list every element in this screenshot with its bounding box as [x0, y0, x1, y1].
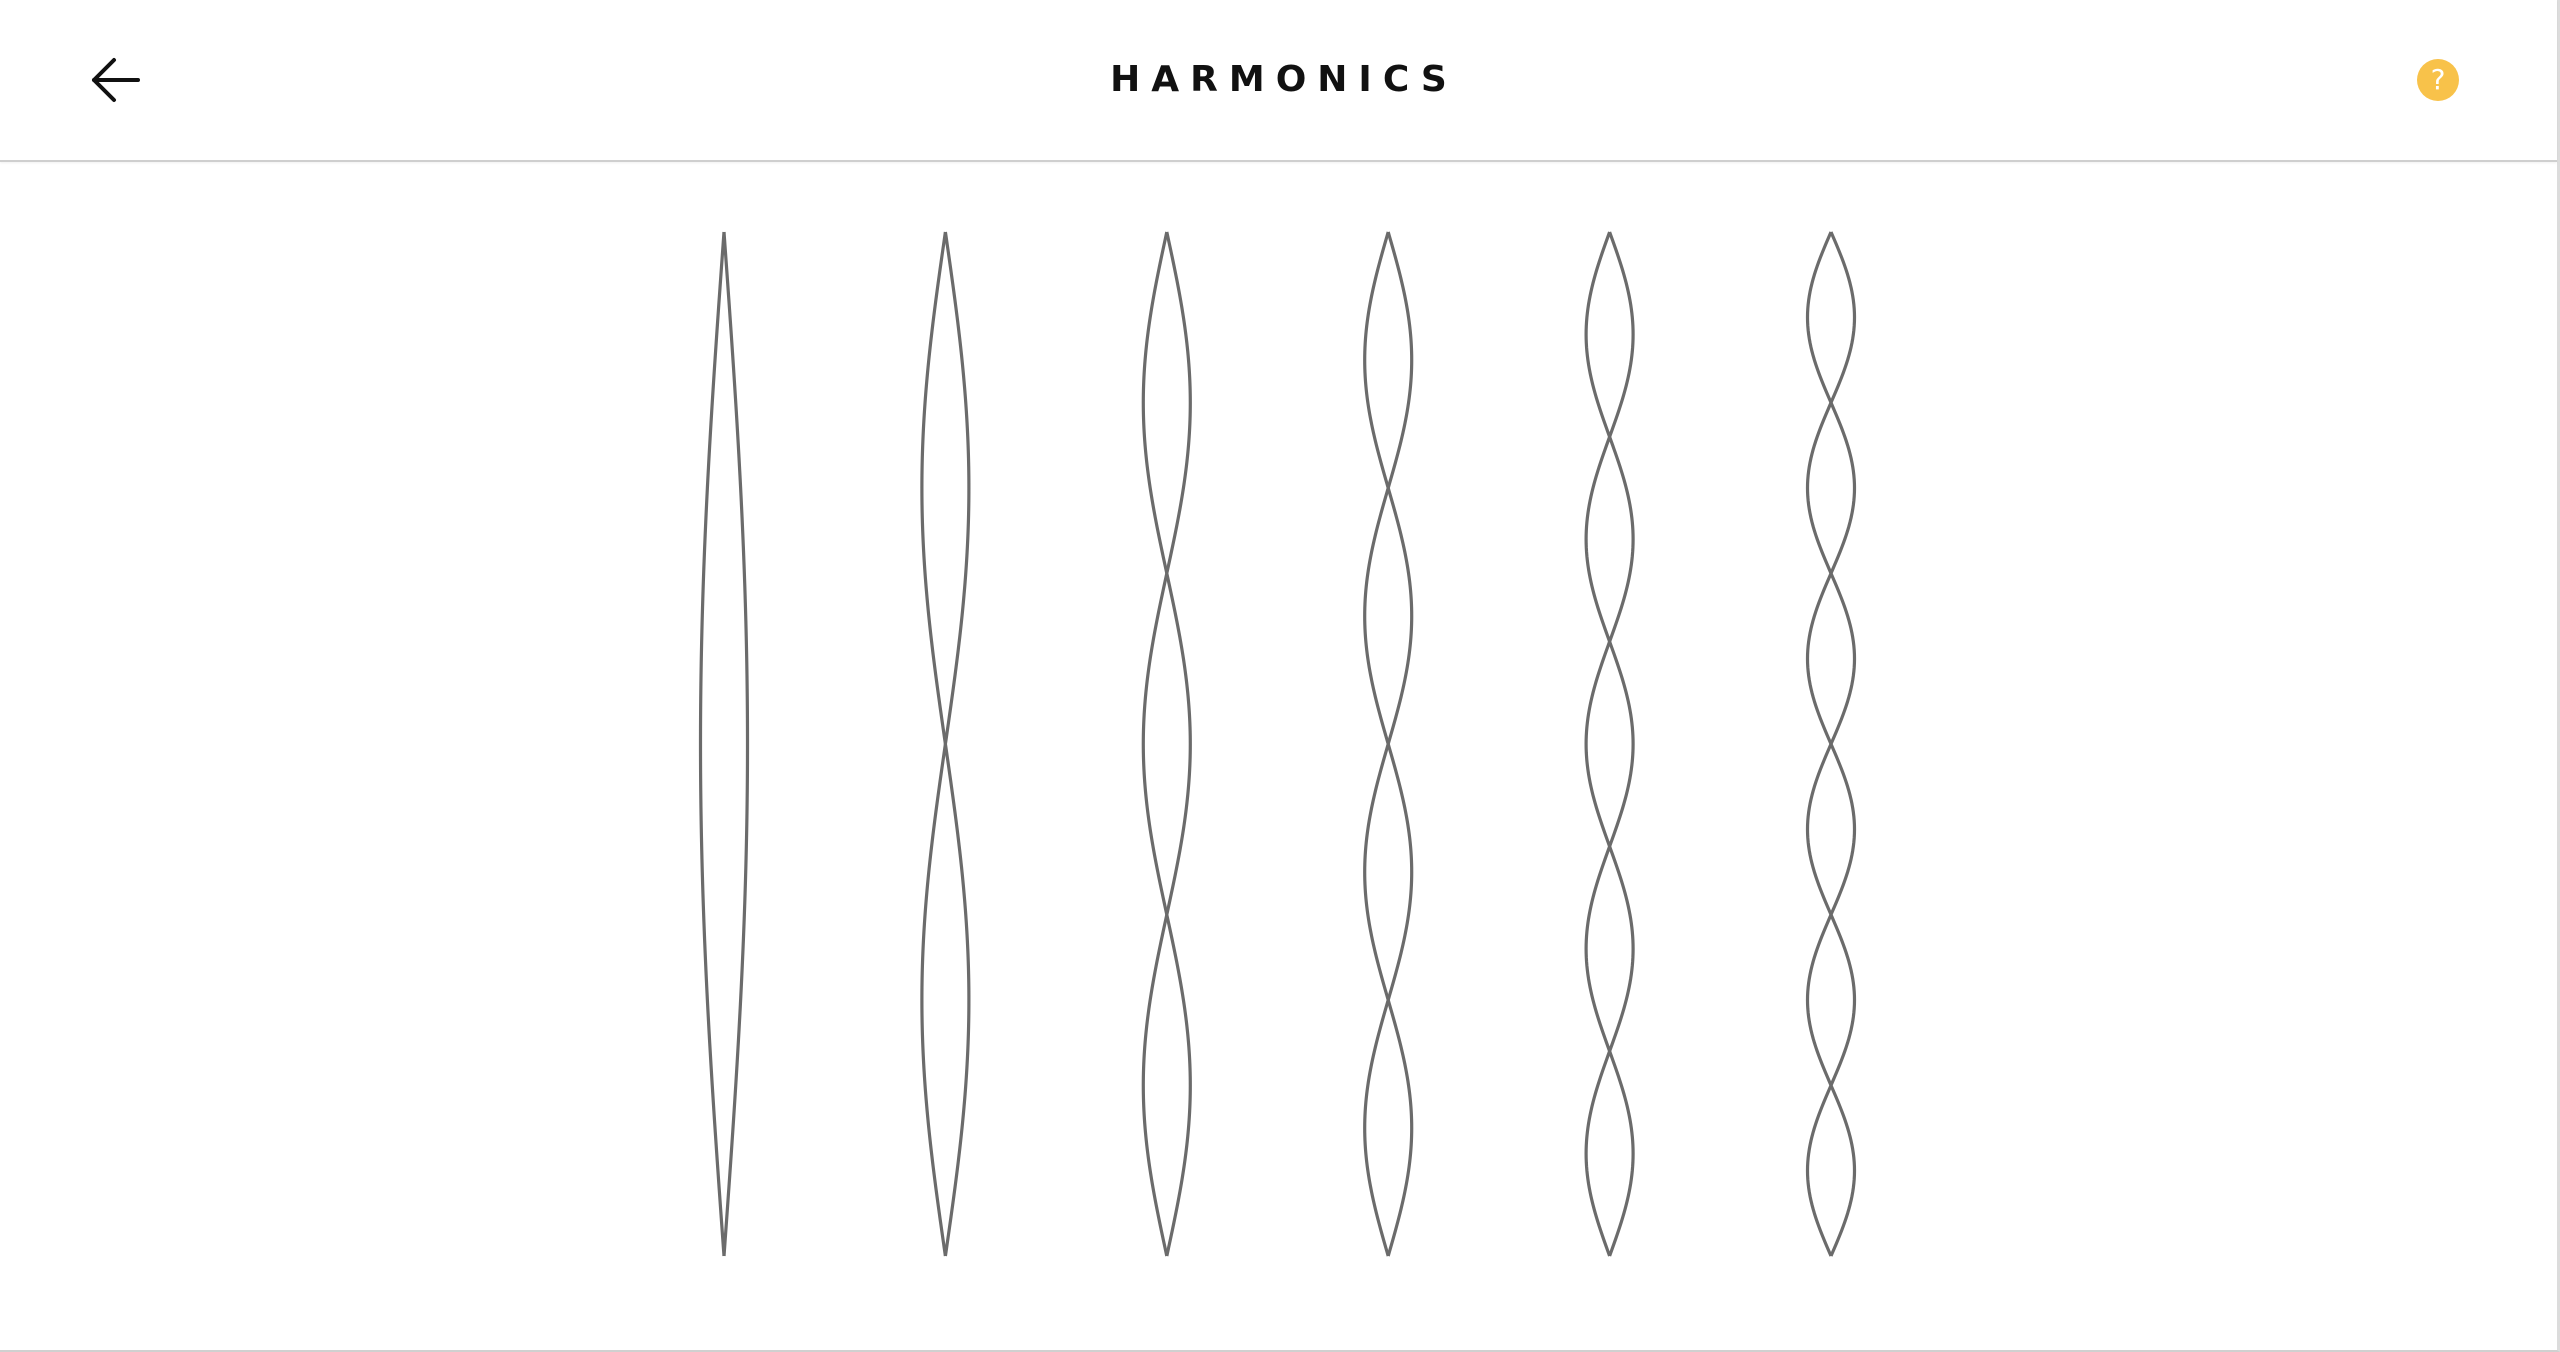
wave-envelope-left	[920, 231, 971, 1257]
string-harmonic-4[interactable]	[1363, 231, 1414, 1257]
wave-envelope-right	[1584, 231, 1635, 1257]
string-harmonic-2[interactable]	[920, 231, 971, 1257]
top-bar: HARMONICS ?	[0, 0, 2557, 162]
string-harmonic-5[interactable]	[1584, 231, 1635, 1257]
string-harmonic-1[interactable]	[698, 231, 750, 1257]
wave-envelope-left	[1141, 231, 1192, 1257]
wave-envelope-left	[698, 231, 726, 1257]
wave-envelope-right	[1141, 231, 1192, 1257]
wave-envelope-left	[1584, 231, 1635, 1257]
back-arrow-icon[interactable]	[88, 50, 150, 110]
page-title: HARMONICS	[1110, 59, 1458, 100]
string-harmonic-3[interactable]	[1141, 231, 1192, 1257]
harmonics-stage	[0, 162, 2557, 1350]
question-mark-icon: ?	[2430, 63, 2446, 96]
wave-envelope-right	[722, 231, 750, 1257]
help-button[interactable]: ?	[2417, 59, 2459, 101]
wave-envelope-left	[1805, 231, 1857, 1257]
wave-envelope-left	[1363, 231, 1414, 1257]
standing-waves	[698, 231, 1857, 1257]
string-harmonic-6[interactable]	[1805, 231, 1857, 1257]
